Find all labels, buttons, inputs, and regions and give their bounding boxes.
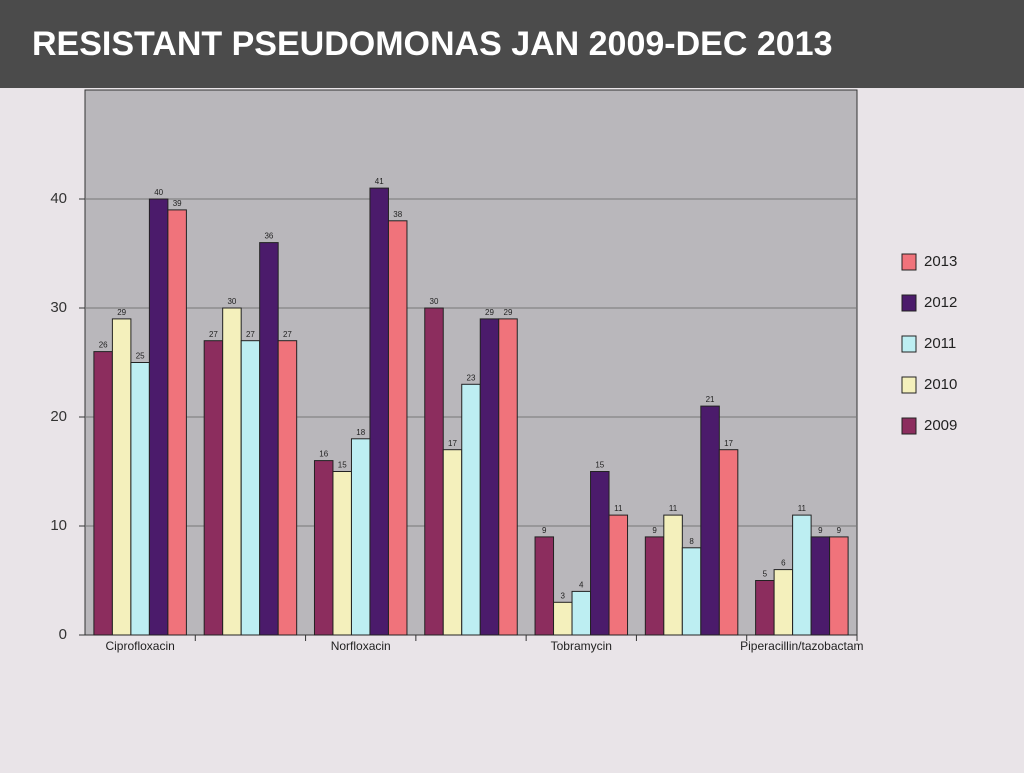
data-label: 11 — [798, 504, 807, 513]
data-label: 15 — [338, 461, 347, 470]
legend-label: 2009 — [924, 417, 957, 434]
data-label: 40 — [154, 188, 163, 197]
bar — [369, 187, 389, 636]
y-tick-label: 0 — [59, 626, 67, 643]
data-label: 11 — [614, 504, 623, 513]
data-label: 25 — [136, 352, 145, 361]
data-label: 6 — [781, 559, 786, 568]
legend-swatch — [901, 253, 917, 271]
bar — [313, 460, 334, 636]
data-label: 9 — [542, 526, 547, 535]
data-label: 27 — [209, 330, 218, 339]
bar — [130, 362, 150, 636]
bar — [111, 318, 132, 636]
data-label: 23 — [467, 373, 476, 382]
y-tick-label: 20 — [50, 408, 67, 425]
x-tick-label: Tobramycin — [551, 639, 612, 653]
bar — [203, 340, 224, 636]
data-label: 39 — [173, 199, 182, 208]
legend-label: 2010 — [924, 376, 957, 393]
bar — [810, 536, 831, 636]
y-tick-label: 30 — [50, 299, 67, 316]
bar — [829, 536, 849, 636]
data-label: 38 — [393, 210, 402, 219]
bar — [350, 438, 371, 636]
data-label: 3 — [561, 591, 566, 600]
data-label: 17 — [448, 439, 457, 448]
data-label: 9 — [818, 526, 823, 535]
bar — [773, 569, 794, 636]
bar — [681, 547, 702, 636]
bar — [792, 514, 812, 636]
bar — [553, 601, 573, 636]
data-label: 41 — [375, 177, 384, 186]
legend-swatch — [901, 376, 917, 394]
bar — [571, 590, 592, 636]
bar — [148, 198, 169, 636]
data-label: 18 — [356, 428, 365, 437]
bar — [424, 307, 444, 636]
y-tick-label: 40 — [50, 190, 67, 207]
bar — [534, 536, 555, 636]
bar — [240, 340, 261, 636]
bar — [663, 514, 683, 636]
y-tick-label: 10 — [50, 517, 67, 534]
bar — [700, 405, 720, 636]
x-tick-label: Norfloxacin — [331, 639, 391, 653]
data-label: 5 — [763, 570, 768, 579]
data-label: 4 — [579, 581, 584, 590]
data-label: 11 — [669, 504, 678, 513]
data-label: 9 — [652, 526, 657, 535]
legend-label: 2011 — [924, 335, 956, 352]
bar — [479, 318, 500, 636]
bar — [718, 449, 739, 636]
bar — [387, 220, 408, 636]
bar — [644, 536, 665, 636]
bar — [461, 383, 481, 636]
legend-label: 2013 — [924, 253, 957, 270]
bar — [608, 514, 629, 636]
legend-swatch — [901, 294, 917, 312]
data-label: 29 — [485, 308, 494, 317]
bar — [590, 471, 610, 636]
bar — [167, 209, 187, 636]
bar — [498, 318, 518, 636]
data-label: 27 — [246, 330, 255, 339]
bar — [259, 242, 279, 636]
data-label: 30 — [430, 297, 439, 306]
bar — [332, 471, 352, 636]
bar — [277, 340, 298, 636]
data-label: 17 — [724, 439, 733, 448]
bar — [442, 449, 463, 636]
data-label: 16 — [319, 450, 328, 459]
data-label: 36 — [264, 232, 273, 241]
data-label: 21 — [706, 395, 715, 404]
bar — [755, 580, 775, 636]
title-banner — [0, 0, 1024, 88]
legend-label: 2012 — [924, 294, 957, 311]
x-tick-label: Piperacillin/tazobactam — [740, 639, 863, 653]
data-label: 9 — [837, 526, 842, 535]
data-label: 27 — [283, 330, 292, 339]
data-label: 8 — [689, 537, 694, 546]
legend-swatch — [901, 335, 917, 353]
bar — [93, 351, 113, 636]
data-label: 15 — [595, 461, 604, 470]
chart-title: RESISTANT PSEUDOMONAS JAN 2009-DEC 2013 — [32, 25, 832, 63]
data-label: 26 — [99, 341, 108, 350]
data-label: 30 — [227, 297, 236, 306]
legend-swatch — [901, 417, 917, 435]
bar — [222, 307, 242, 636]
data-label: 29 — [504, 308, 513, 317]
data-label: 29 — [117, 308, 126, 317]
x-tick-label: Ciprofloxacin — [105, 639, 174, 653]
